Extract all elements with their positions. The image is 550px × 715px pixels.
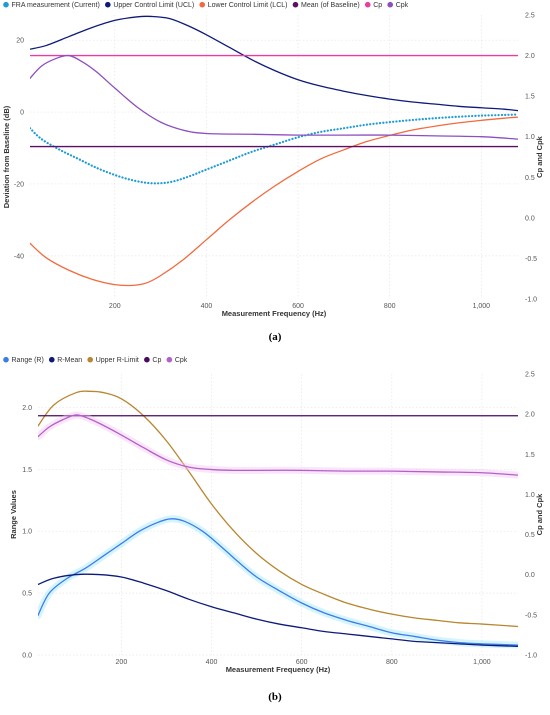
x-axis-title: Measurement Frequency (Hz) bbox=[222, 309, 327, 318]
y-tick-label: 20 bbox=[16, 38, 24, 45]
legend-label: Lower Control Limit (LCL) bbox=[208, 2, 288, 9]
y2-axis-title: Cp and Cpk bbox=[535, 493, 544, 535]
series-cpk-line bbox=[30, 54, 518, 140]
legend-label: Cpk bbox=[175, 357, 188, 364]
chart-panel-b: 2.0 1.5 1.0 0.5 0.0 2.5 2.0 1.5 1.0 0.5 0.0 -0.5 -1.… bbox=[3, 356, 544, 703]
legend-marker bbox=[292, 1, 299, 8]
legend-label: Cpk bbox=[396, 2, 409, 9]
y-tick-label: -20 bbox=[14, 181, 24, 188]
y2-tick-label: 2.0 bbox=[525, 412, 535, 419]
y2-tick-label: 1.0 bbox=[525, 134, 535, 141]
y2-tick-label: 1.0 bbox=[525, 492, 535, 499]
y-axis-title: Deviation from Baseline (dB) bbox=[2, 105, 11, 208]
legend-label: Upper R-Limit bbox=[96, 357, 139, 364]
series-group bbox=[30, 15, 518, 287]
legend-label: FRA measurement (Current) bbox=[12, 2, 100, 9]
x-tick-label: 600 bbox=[292, 303, 304, 310]
legend-label: Cp bbox=[373, 2, 382, 9]
series-upper-r-limit-line bbox=[38, 390, 518, 628]
y-tick-label: -40 bbox=[14, 253, 24, 260]
legend-marker bbox=[3, 356, 9, 363]
legend-label: Cp bbox=[152, 357, 161, 364]
x-tick-label: 1,000 bbox=[473, 659, 491, 666]
series-group bbox=[38, 390, 518, 649]
x-tick-label: 800 bbox=[386, 659, 398, 666]
y-tick-label: 1.5 bbox=[22, 467, 32, 474]
legend-marker bbox=[364, 1, 371, 8]
y-tick-label: 0.0 bbox=[22, 653, 32, 660]
y2-tick-label: 0.0 bbox=[525, 215, 535, 222]
y2-tick-label: 1.5 bbox=[525, 94, 535, 101]
legend-marker bbox=[199, 1, 206, 8]
x-axis-title: Measurement Frequency (Hz) bbox=[226, 665, 331, 674]
legend-marker bbox=[166, 356, 173, 363]
gridlines bbox=[30, 15, 518, 299]
x-tick-label: 800 bbox=[384, 303, 396, 310]
legend-label: Mean (of Baseline) bbox=[301, 2, 360, 9]
x-tick-label: 1,000 bbox=[473, 303, 491, 310]
y-tick-label: 0.5 bbox=[22, 591, 32, 598]
y2-tick-label: 0.5 bbox=[525, 532, 535, 539]
series-range-r-line bbox=[38, 518, 518, 646]
series-upper-control-limit-ucl-line bbox=[30, 15, 518, 112]
y2-tick-label: 2.5 bbox=[525, 372, 535, 379]
series-fra-measurement-current-line bbox=[30, 113, 518, 185]
gridlines bbox=[38, 374, 518, 656]
series-cpk-line bbox=[38, 414, 518, 476]
legend: Range (R) R-Mean Upper R-Limit Cp Cpk bbox=[3, 356, 188, 364]
legend-marker bbox=[144, 356, 150, 363]
x-tick-label: 400 bbox=[201, 303, 213, 310]
panel-label: (a) bbox=[269, 331, 282, 343]
y2-tick-label: 0.0 bbox=[525, 572, 535, 579]
x-tick-label: 200 bbox=[109, 303, 121, 310]
y2-tick-label: -1.0 bbox=[525, 653, 537, 660]
y2-tick-label: -0.5 bbox=[525, 612, 537, 619]
y-axis-title: Range Values bbox=[9, 490, 18, 539]
legend-label: Upper Control Limit (UCL) bbox=[113, 2, 194, 9]
panel-label: (b) bbox=[268, 691, 282, 703]
y2-tick-label: 1.5 bbox=[525, 452, 535, 459]
y2-axis-title: Cp and Cpk bbox=[535, 135, 544, 177]
series-lower-control-limit-lcl-line bbox=[30, 116, 518, 287]
legend-label: R-Mean bbox=[57, 357, 82, 364]
y2-tick-label: 2.0 bbox=[525, 53, 535, 60]
legend-marker bbox=[387, 1, 394, 8]
x-tick-label: 400 bbox=[206, 659, 218, 666]
legend-label: Range (R) bbox=[12, 357, 44, 364]
y2-tick-label: -1.0 bbox=[525, 297, 537, 304]
y2-tick-label: -0.5 bbox=[525, 256, 537, 263]
x-tick-label: 600 bbox=[296, 659, 308, 666]
y-tick-label: 2.0 bbox=[22, 405, 32, 412]
x-tick-label: 200 bbox=[116, 659, 128, 666]
legend-marker bbox=[3, 1, 9, 8]
legend: FRA measurement (Current) Upper Control L… bbox=[3, 1, 409, 9]
y-tick-label: 0 bbox=[20, 110, 24, 117]
legend-marker bbox=[87, 356, 94, 363]
y2-tick-label: 2.5 bbox=[525, 13, 535, 20]
legend-marker bbox=[105, 1, 111, 8]
series-r-mean-line bbox=[38, 573, 518, 647]
y-tick-label: 1.0 bbox=[22, 529, 32, 536]
legend-marker bbox=[48, 356, 55, 363]
y2-tick-label: 0.5 bbox=[525, 175, 535, 182]
